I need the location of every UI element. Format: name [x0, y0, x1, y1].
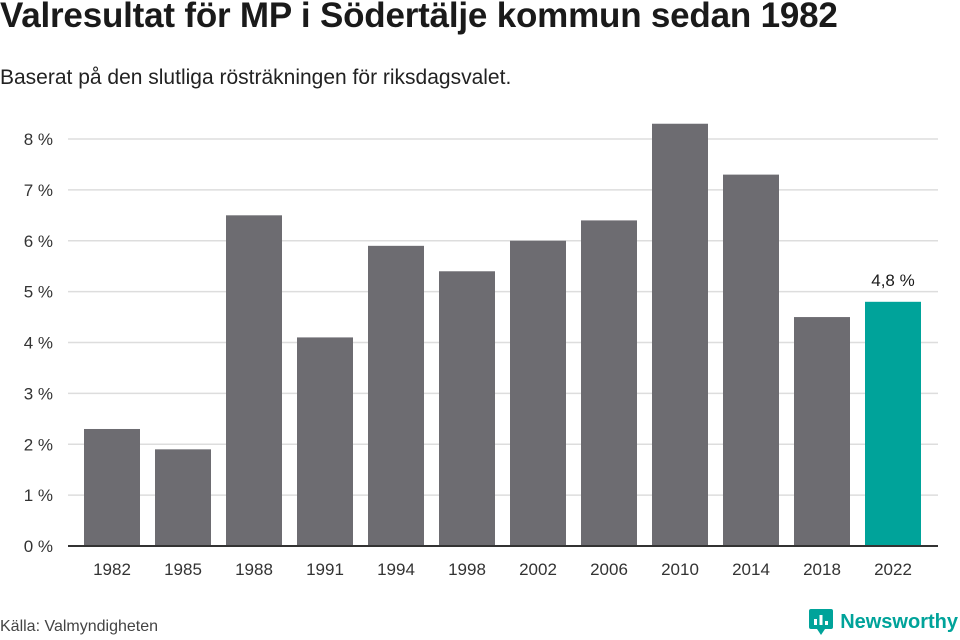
y-tick-label: 3 % [24, 384, 53, 403]
x-tick-label: 1991 [306, 560, 344, 579]
x-tick-label: 1982 [93, 560, 131, 579]
x-tick-label: 1998 [448, 560, 486, 579]
x-tick-label: 1988 [235, 560, 273, 579]
x-axis-ticks: 1982 1985 1988 1991 1994 1998 2002 2006 2010 2014… [93, 560, 912, 579]
x-tick-label: 2002 [519, 560, 557, 579]
x-tick-label: 2010 [661, 560, 699, 579]
bar-1988 [226, 215, 282, 546]
y-tick-label: 4 % [24, 334, 53, 353]
bar-2014 [723, 174, 779, 547]
chart-subtitle: Baserat på den slutliga rösträkningen fö… [0, 66, 512, 89]
data-labels: 4,8 % [871, 271, 914, 290]
y-tick-label: 1 % [24, 486, 53, 505]
y-tick-label: 0 % [24, 537, 53, 556]
x-tick-label: 1994 [377, 560, 415, 579]
brand-logo: Newsworthy [808, 608, 958, 636]
source-note: Källa: Valmyndigheten [0, 618, 159, 635]
bar-1982 [84, 428, 140, 546]
gridlines [68, 138, 938, 496]
data-label-2022: 4,8 % [871, 271, 914, 290]
bar-2006 [581, 220, 637, 546]
bar-1994 [368, 245, 424, 546]
y-tick-label: 7 % [24, 181, 53, 200]
x-tick-label: 2006 [590, 560, 628, 579]
bar-1985 [155, 449, 211, 546]
newsworthy-icon [809, 609, 834, 635]
bar-1998 [439, 271, 495, 546]
y-axis-ticks: 0 % 1 % 2 % 3 % 4 % 5 % 6 % 7 % 8 % [24, 130, 53, 556]
bars [84, 123, 921, 547]
x-tick-label: 2022 [874, 560, 912, 579]
y-tick-label: 6 % [24, 232, 53, 251]
x-tick-label: 1985 [164, 560, 202, 579]
y-tick-label: 5 % [24, 283, 53, 302]
bar-2022 [865, 301, 921, 546]
bar-2010 [652, 123, 708, 547]
x-tick-label: 2014 [732, 560, 770, 579]
bar-1991 [297, 337, 353, 546]
brand-name: Newsworthy [840, 610, 958, 633]
x-tick-label: 2018 [803, 560, 841, 579]
y-tick-label: 8 % [24, 130, 53, 149]
bar-2018 [794, 317, 850, 546]
bar-2002 [510, 240, 566, 546]
chart-title: Valresultat för MP i Södertälje kommun s… [0, 0, 838, 35]
y-tick-label: 2 % [24, 435, 53, 454]
